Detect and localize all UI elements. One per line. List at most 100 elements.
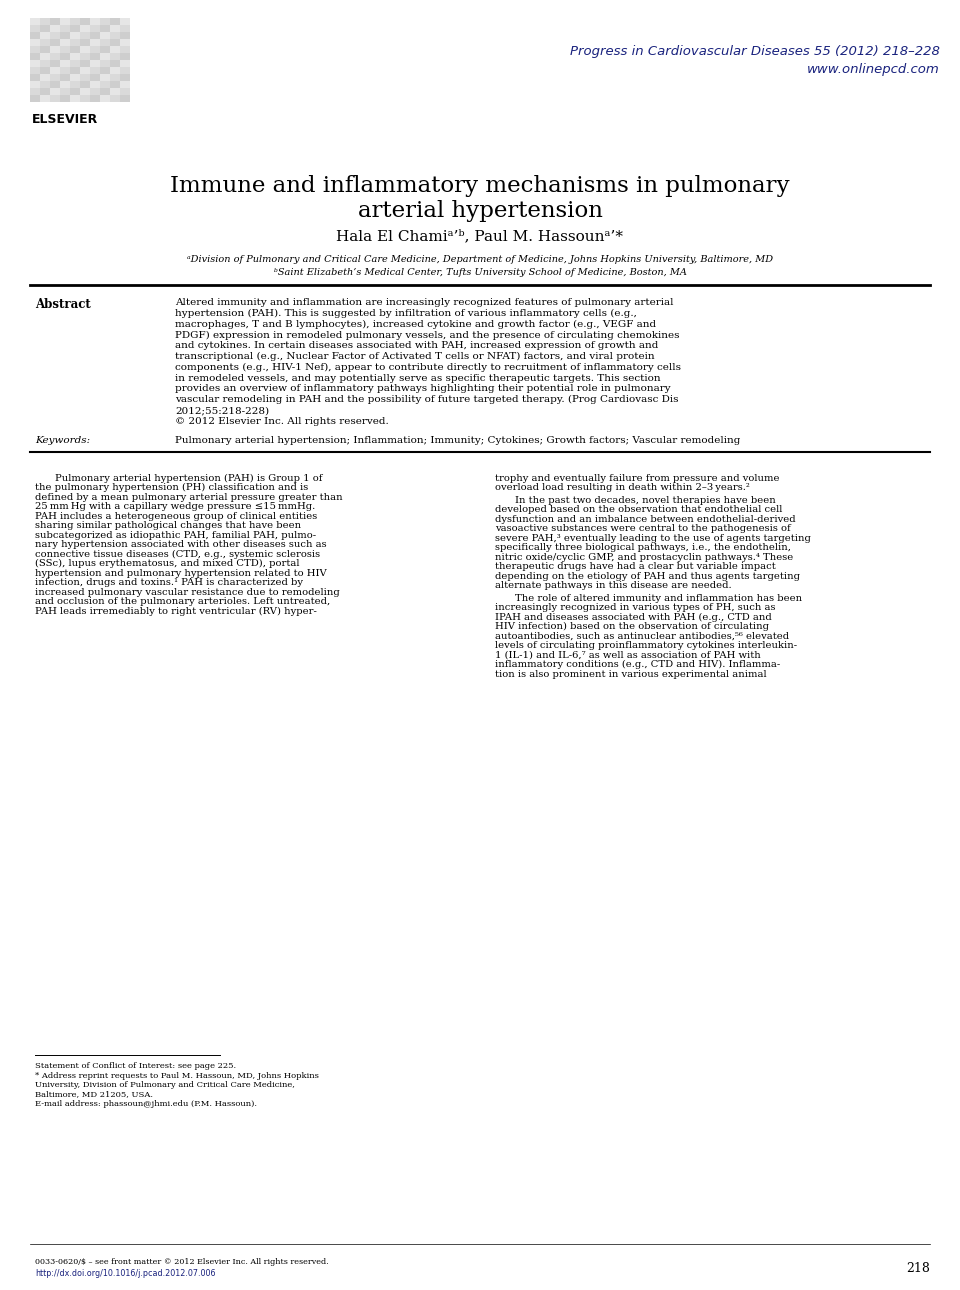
Bar	[120, 18, 130, 25]
Bar	[100, 39, 110, 46]
Bar	[110, 46, 120, 53]
Bar	[60, 81, 70, 88]
Bar	[100, 95, 110, 102]
Bar	[30, 67, 40, 74]
Bar	[60, 39, 70, 46]
Bar	[70, 53, 80, 61]
Text: ᵇSaint Elizabeth’s Medical Center, Tufts University School of Medicine, Boston, : ᵇSaint Elizabeth’s Medical Center, Tufts…	[274, 268, 686, 277]
Bar	[50, 67, 60, 74]
Text: tion is also prominent in various experimental animal: tion is also prominent in various experi…	[495, 670, 767, 679]
Bar	[90, 95, 100, 102]
Text: vascular remodeling in PAH and the possibility of future targeted therapy. (Prog: vascular remodeling in PAH and the possi…	[175, 395, 679, 404]
Bar	[70, 32, 80, 39]
Bar	[120, 95, 130, 102]
Bar	[80, 18, 90, 25]
Text: severe PAH,³ eventually leading to the use of agents targeting: severe PAH,³ eventually leading to the u…	[495, 534, 811, 543]
Bar	[120, 46, 130, 53]
Text: developed based on the observation that endothelial cell: developed based on the observation that …	[495, 506, 782, 515]
Bar	[100, 74, 110, 81]
Bar	[110, 39, 120, 46]
Text: hypertension and pulmonary hypertension related to HIV: hypertension and pulmonary hypertension …	[35, 569, 326, 578]
Bar	[120, 74, 130, 81]
Bar	[40, 46, 50, 53]
Bar	[90, 88, 100, 95]
Text: therapeutic drugs have had a clear but variable impact: therapeutic drugs have had a clear but v…	[495, 562, 776, 571]
Text: connective tissue diseases (CTD, e.g., systemic sclerosis: connective tissue diseases (CTD, e.g., s…	[35, 550, 320, 559]
Text: Statement of Conflict of Interest: see page 225.: Statement of Conflict of Interest: see p…	[35, 1062, 236, 1069]
Bar	[40, 81, 50, 88]
Bar	[40, 32, 50, 39]
Text: hypertension (PAH). This is suggested by infiltration of various inflammatory ce: hypertension (PAH). This is suggested by…	[175, 308, 636, 317]
Text: transcriptional (e.g., Nuclear Factor of Activated T cells or NFAT) factors, and: transcriptional (e.g., Nuclear Factor of…	[175, 352, 655, 361]
Text: increased pulmonary vascular resistance due to remodeling: increased pulmonary vascular resistance …	[35, 588, 340, 596]
Bar	[30, 46, 40, 53]
Bar	[100, 32, 110, 39]
Text: specifically three biological pathways, i.e., the endothelin,: specifically three biological pathways, …	[495, 543, 791, 552]
Bar	[80, 74, 90, 81]
Bar	[110, 32, 120, 39]
Bar	[100, 61, 110, 67]
Bar	[60, 18, 70, 25]
Text: HIV infection) based on the observation of circulating: HIV infection) based on the observation …	[495, 622, 769, 631]
Text: ᵃDivision of Pulmonary and Critical Care Medicine, Department of Medicine, Johns: ᵃDivision of Pulmonary and Critical Care…	[187, 255, 773, 264]
Bar	[70, 61, 80, 67]
Text: © 2012 Elsevier Inc. All rights reserved.: © 2012 Elsevier Inc. All rights reserved…	[175, 417, 389, 426]
Text: inflammatory conditions (e.g., CTD and HIV). Inflamma-: inflammatory conditions (e.g., CTD and H…	[495, 660, 780, 670]
Bar	[90, 81, 100, 88]
Bar	[80, 46, 90, 53]
Bar	[120, 32, 130, 39]
Text: Baltimore, MD 21205, USA.: Baltimore, MD 21205, USA.	[35, 1090, 153, 1099]
Text: 25 mm Hg with a capillary wedge pressure ≤15 mmHg.: 25 mm Hg with a capillary wedge pressure…	[35, 502, 315, 511]
Text: arterial hypertension: arterial hypertension	[357, 200, 603, 222]
Bar	[100, 46, 110, 53]
Bar	[80, 95, 90, 102]
Bar	[80, 25, 90, 32]
Bar	[80, 32, 90, 39]
Bar	[50, 39, 60, 46]
Bar	[50, 32, 60, 39]
Bar	[90, 46, 100, 53]
Bar	[30, 32, 40, 39]
Bar	[40, 18, 50, 25]
Bar	[80, 88, 90, 95]
Bar	[80, 81, 90, 88]
Text: trophy and eventually failure from pressure and volume: trophy and eventually failure from press…	[495, 473, 780, 482]
Bar	[30, 81, 40, 88]
Text: provides an overview of inflammatory pathways highlighting their potential role : provides an overview of inflammatory pat…	[175, 384, 671, 393]
Bar	[40, 53, 50, 61]
Text: ELSEVIER: ELSEVIER	[32, 114, 98, 126]
Text: Hala El Chamiᵃ’ᵇ, Paul M. Hassounᵃ’*: Hala El Chamiᵃ’ᵇ, Paul M. Hassounᵃ’*	[337, 230, 623, 243]
Bar	[120, 39, 130, 46]
Text: 2012;55:218-228): 2012;55:218-228)	[175, 406, 269, 415]
Text: dysfunction and an imbalance between endothelial-derived: dysfunction and an imbalance between end…	[495, 515, 796, 524]
Bar	[40, 88, 50, 95]
Bar	[100, 88, 110, 95]
Bar	[70, 46, 80, 53]
Bar	[30, 88, 40, 95]
Text: overload load resulting in death within 2–3 years.²: overload load resulting in death within …	[495, 482, 750, 491]
Bar	[120, 88, 130, 95]
Text: the pulmonary hypertension (PH) classification and is: the pulmonary hypertension (PH) classifi…	[35, 482, 308, 493]
Bar	[90, 39, 100, 46]
Bar	[60, 95, 70, 102]
Bar	[60, 67, 70, 74]
Bar	[100, 18, 110, 25]
Bar	[110, 61, 120, 67]
Bar	[90, 53, 100, 61]
Bar	[70, 67, 80, 74]
Bar	[110, 88, 120, 95]
Text: 1 (IL-1) and IL-6,⁷ as well as association of PAH with: 1 (IL-1) and IL-6,⁷ as well as associati…	[495, 650, 760, 659]
Text: components (e.g., HIV-1 Nef), appear to contribute directly to recruitment of in: components (e.g., HIV-1 Nef), appear to …	[175, 362, 681, 372]
Bar	[110, 53, 120, 61]
Text: Keywords:: Keywords:	[35, 436, 90, 445]
Bar	[70, 81, 80, 88]
Bar	[100, 25, 110, 32]
Text: alternate pathways in this disease are needed.: alternate pathways in this disease are n…	[495, 580, 732, 590]
Bar	[50, 74, 60, 81]
Bar	[30, 61, 40, 67]
Text: Altered immunity and inflammation are increasingly recognized features of pulmon: Altered immunity and inflammation are in…	[175, 298, 674, 307]
Text: Abstract: Abstract	[35, 298, 91, 311]
Text: in remodeled vessels, and may potentially serve as specific therapeutic targets.: in remodeled vessels, and may potentiall…	[175, 374, 660, 383]
Text: The role of altered immunity and inflammation has been: The role of altered immunity and inflamm…	[515, 593, 803, 602]
Bar	[70, 18, 80, 25]
